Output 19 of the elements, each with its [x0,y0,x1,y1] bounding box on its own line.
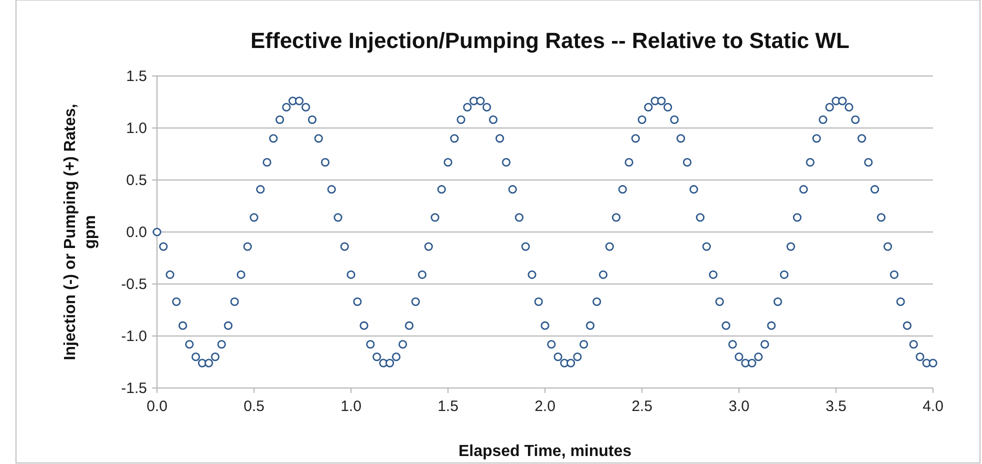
y-axis-title: Injection (-) or Pumping (+) Rates, gpm [62,104,99,360]
x-tick-label: 0.0 [146,398,168,415]
y-tick-label: -1.0 [121,328,147,345]
y-tick-label: 0.0 [126,224,147,241]
x-tick-label: 4.0 [922,398,944,415]
x-tick-label: 0.5 [244,398,264,415]
y-tick-label: -0.5 [121,276,147,293]
y-tick-label: 0.5 [126,172,147,189]
y-tick-label: 1.0 [126,120,147,137]
x-axis-title: Elapsed Time, minutes [458,443,632,460]
x-tick-label: 1.5 [438,398,458,415]
y-tick-label: 1.5 [126,68,147,85]
x-tick-label: 3.5 [826,398,846,415]
chart-title: Effective Injection/Pumping Rates -- Relative to Static WL [250,28,850,53]
x-tick-label: 2.5 [632,398,652,415]
y-tick-label: -1.5 [121,380,147,397]
x-tick-label: 1.0 [340,398,362,415]
x-tick-label: 2.0 [534,398,556,415]
x-tick-label: 3.0 [728,398,750,415]
